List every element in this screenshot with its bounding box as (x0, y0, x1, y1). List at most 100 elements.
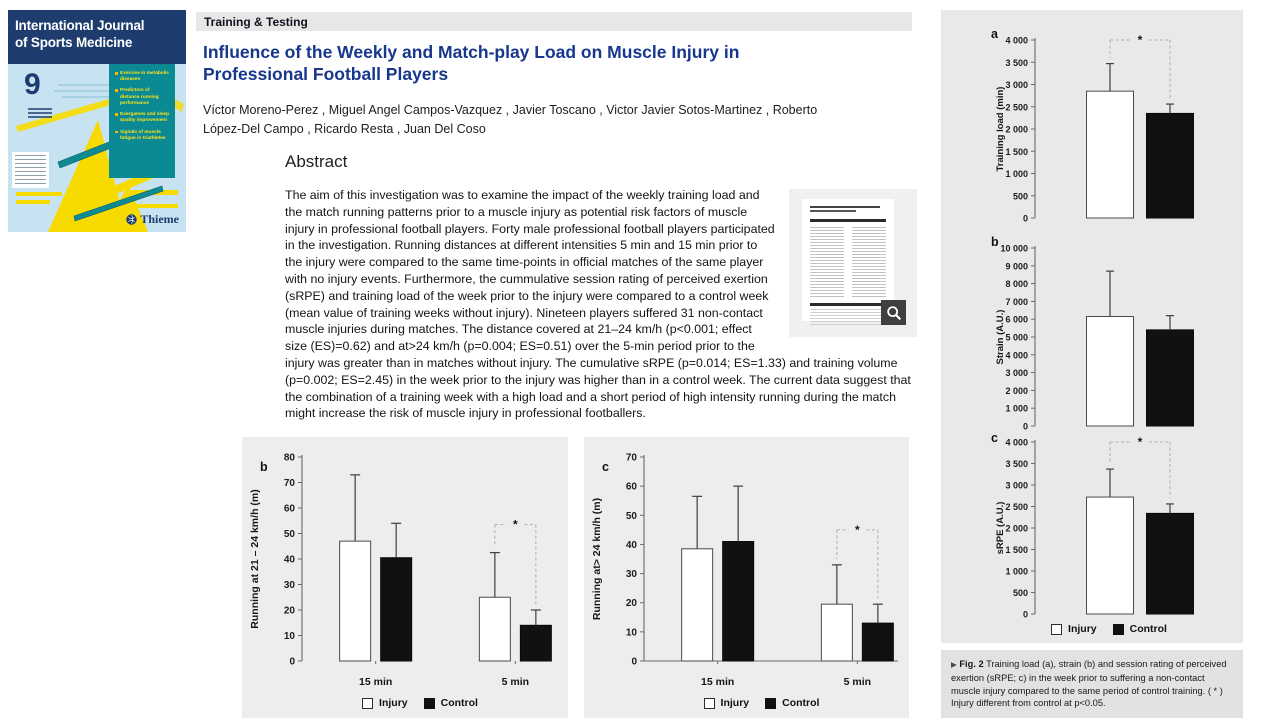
panel-letter: a (991, 27, 999, 41)
injury-swatch (703, 697, 715, 709)
legend-injury: Injury (1051, 623, 1097, 635)
bar-injury-15min (681, 548, 714, 662)
bar-control (1146, 329, 1194, 427)
y-axis-label: Strain (A.U.) (995, 310, 1006, 365)
y-tick-label: 20 (626, 598, 638, 609)
legend-control: Control (1112, 623, 1167, 635)
caption-marker-icon: ▶ (951, 660, 957, 669)
sig-star: * (1138, 435, 1143, 449)
bar-injury (1086, 90, 1134, 219)
y-tick-label: 2 000 (1005, 524, 1028, 534)
preview-page (802, 199, 894, 325)
abstract-text: The aim of this investigation was to exa… (285, 188, 911, 421)
y-tick-label: 5 000 (1005, 333, 1028, 343)
y-tick-label: 0 (631, 657, 637, 668)
highlight-item: Exercise in metabolic diseases (115, 71, 170, 83)
y-tick-label: 20 (284, 606, 296, 617)
y-tick-label: 30 (284, 580, 296, 591)
panel-letter: c (602, 460, 609, 474)
y-axis-label: Running at 21 – 24 km/h (m) (249, 489, 261, 628)
indexing-text-box (12, 152, 49, 188)
journal-cover[interactable]: International Journal of Sports Medicine (8, 10, 186, 232)
y-tick-label: 1 000 (1005, 404, 1028, 414)
issue-number: 9 (24, 68, 41, 101)
y-tick-label: 40 (284, 555, 296, 566)
y-tick-label: 10 (626, 627, 638, 638)
article-title: Influence of the Weekly and Match-play L… (203, 42, 740, 85)
y-tick-label: 60 (626, 482, 638, 493)
y-tick-label: 7 000 (1005, 297, 1028, 307)
y-tick-label: 40 (626, 540, 638, 551)
y-tick-label: 0 (289, 657, 295, 668)
y-tick-label: 0 (1023, 610, 1028, 620)
abstract-section: Abstract The aim of this investigation w… (285, 152, 917, 422)
bar-injury (1086, 496, 1134, 615)
bar-control (1146, 512, 1194, 615)
y-tick-label: 500 (1013, 191, 1028, 201)
y-tick-label: 2 000 (1005, 125, 1028, 135)
bar-control-15min (722, 541, 755, 662)
y-tick-label: 80 (284, 453, 296, 464)
bar-injury (1086, 316, 1134, 427)
panel-letter: b (260, 460, 268, 474)
caption-text: Training load (a), strain (b) and sessio… (951, 659, 1227, 709)
control-swatch (423, 697, 435, 709)
y-axis-label: Training load (min) (995, 87, 1006, 172)
y-tick-label: 1 000 (1005, 169, 1028, 179)
article-preview-thumbnail[interactable] (789, 189, 917, 337)
y-tick-label: 1 500 (1005, 545, 1028, 555)
figure-strain: 0 1 000 2 000 3 000 4 000 5 000 6 000 7 000 8 00… (941, 230, 1243, 435)
publisher-logo: Thieme (126, 212, 179, 227)
article-authors: Víctor Moreno-Perez , Miguel Angel Campo… (203, 103, 818, 136)
y-axis-label: Running at> 24 km/h (m) (591, 498, 603, 620)
category-label: 15 min (701, 676, 734, 688)
figure-srpe: 0 500 1 000 1 500 2 000 2 500 3 000 3 500 4 000 s… (941, 428, 1243, 633)
y-tick-label: 50 (626, 511, 638, 522)
bar-injury-15min (339, 540, 372, 662)
panel-letter: b (991, 235, 999, 249)
y-tick-label: 0 (1023, 214, 1028, 224)
y-tick-label: 2 500 (1005, 102, 1028, 112)
y-tick-label: 1 000 (1005, 567, 1028, 577)
control-swatch (765, 697, 777, 709)
y-tick-label: 2 000 (1005, 386, 1028, 396)
figure-training-load: 0 500 1 000 1 500 2 000 2 500 3 000 3 500 4 000 T… (941, 22, 1243, 227)
legend-injury: Injury (703, 697, 749, 709)
figure-running-gt-24: 0 10 20 30 40 50 60 70 Running at> 24 km/h (m) c 1… (584, 437, 909, 718)
bar-control-5min (519, 624, 552, 662)
y-tick-label: 60 (284, 504, 296, 515)
bar-control-5min (861, 622, 894, 662)
sig-star: * (1138, 33, 1143, 47)
y-tick-label: 3 000 (1005, 80, 1028, 90)
y-tick-label: 2 500 (1005, 502, 1028, 512)
y-tick-label: 70 (284, 478, 296, 489)
panel-letter: c (991, 431, 998, 445)
y-tick-label: 3 500 (1005, 58, 1028, 68)
y-tick-label: 500 (1013, 588, 1028, 598)
bar-injury-5min (478, 596, 511, 662)
y-axis-label: sRPE (A.U.) (995, 502, 1006, 555)
chart-legend: Injury Control (242, 697, 568, 709)
legend-control: Control (765, 697, 819, 709)
highlight-item: Exergames and sleep quality improvement (115, 112, 170, 124)
y-tick-label: 9 000 (1005, 261, 1028, 271)
magnifier-icon (886, 305, 901, 320)
y-tick-label: 3 000 (1005, 368, 1028, 378)
y-tick-label: 4 000 (1005, 438, 1028, 448)
section-label: Training & Testing (204, 14, 308, 29)
category-label: 5 min (844, 676, 871, 688)
figure-running-21-24: 0 10 20 30 40 50 60 70 80 Running at 21 – 24 km/h… (242, 437, 568, 718)
highlight-item: Predictors of distance running performan… (115, 88, 170, 107)
zoom-preview-button[interactable] (881, 300, 906, 325)
y-tick-label: 1 500 (1005, 147, 1028, 157)
y-tick-label: 4 000 (1005, 36, 1028, 46)
control-swatch (1112, 623, 1124, 635)
category-label: 5 min (502, 676, 529, 688)
injury-swatch (362, 697, 374, 709)
y-tick-label: 10 (284, 631, 296, 642)
y-tick-label: 0 (1023, 422, 1028, 432)
sig-star: * (855, 523, 860, 537)
cover-highlights: Exercise in metabolic diseases Predictor… (109, 64, 175, 178)
y-tick-label: 30 (626, 569, 638, 580)
legend-injury: Injury (362, 697, 408, 709)
